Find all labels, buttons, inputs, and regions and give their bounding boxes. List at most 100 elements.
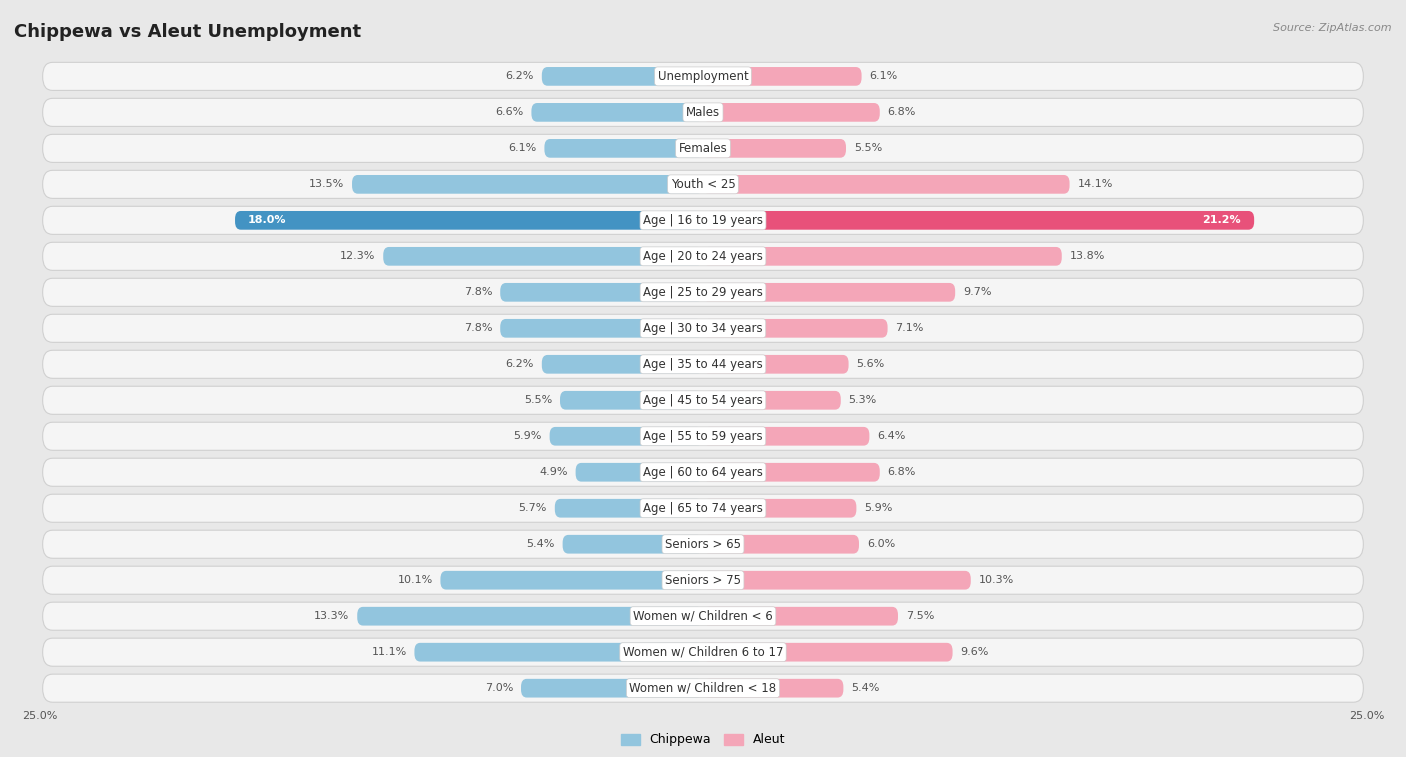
FancyBboxPatch shape bbox=[235, 211, 703, 229]
Text: Age | 16 to 19 years: Age | 16 to 19 years bbox=[643, 213, 763, 227]
Text: Age | 55 to 59 years: Age | 55 to 59 years bbox=[643, 430, 763, 443]
FancyBboxPatch shape bbox=[703, 463, 880, 481]
FancyBboxPatch shape bbox=[384, 247, 703, 266]
Text: Seniors > 65: Seniors > 65 bbox=[665, 537, 741, 551]
Text: Women w/ Children < 6: Women w/ Children < 6 bbox=[633, 609, 773, 623]
FancyBboxPatch shape bbox=[42, 207, 1364, 235]
FancyBboxPatch shape bbox=[703, 355, 849, 374]
Text: 5.9%: 5.9% bbox=[513, 431, 541, 441]
FancyBboxPatch shape bbox=[560, 391, 703, 410]
FancyBboxPatch shape bbox=[703, 427, 869, 446]
FancyBboxPatch shape bbox=[42, 638, 1364, 666]
Text: 6.6%: 6.6% bbox=[495, 107, 523, 117]
Text: 5.9%: 5.9% bbox=[865, 503, 893, 513]
FancyBboxPatch shape bbox=[42, 494, 1364, 522]
Text: Unemployment: Unemployment bbox=[658, 70, 748, 83]
FancyBboxPatch shape bbox=[440, 571, 703, 590]
Legend: Chippewa, Aleut: Chippewa, Aleut bbox=[616, 728, 790, 752]
Text: 5.4%: 5.4% bbox=[526, 539, 555, 550]
FancyBboxPatch shape bbox=[42, 566, 1364, 594]
FancyBboxPatch shape bbox=[42, 422, 1364, 450]
FancyBboxPatch shape bbox=[42, 134, 1364, 163]
Text: Age | 35 to 44 years: Age | 35 to 44 years bbox=[643, 358, 763, 371]
Text: 6.0%: 6.0% bbox=[866, 539, 896, 550]
Text: 6.1%: 6.1% bbox=[509, 143, 537, 154]
Text: Youth < 25: Youth < 25 bbox=[671, 178, 735, 191]
FancyBboxPatch shape bbox=[541, 67, 703, 86]
Text: Women w/ Children < 18: Women w/ Children < 18 bbox=[630, 682, 776, 695]
FancyBboxPatch shape bbox=[42, 674, 1364, 702]
Text: Females: Females bbox=[679, 142, 727, 155]
Text: 14.1%: 14.1% bbox=[1077, 179, 1112, 189]
Text: 13.3%: 13.3% bbox=[314, 611, 350, 621]
Text: Age | 25 to 29 years: Age | 25 to 29 years bbox=[643, 286, 763, 299]
FancyBboxPatch shape bbox=[42, 602, 1364, 631]
FancyBboxPatch shape bbox=[575, 463, 703, 481]
Text: Age | 65 to 74 years: Age | 65 to 74 years bbox=[643, 502, 763, 515]
Text: 10.1%: 10.1% bbox=[398, 575, 433, 585]
FancyBboxPatch shape bbox=[531, 103, 703, 122]
Text: Males: Males bbox=[686, 106, 720, 119]
FancyBboxPatch shape bbox=[42, 458, 1364, 486]
Text: 7.1%: 7.1% bbox=[896, 323, 924, 333]
Text: 5.5%: 5.5% bbox=[853, 143, 882, 154]
FancyBboxPatch shape bbox=[541, 355, 703, 374]
Text: Age | 30 to 34 years: Age | 30 to 34 years bbox=[643, 322, 763, 335]
FancyBboxPatch shape bbox=[42, 350, 1364, 378]
FancyBboxPatch shape bbox=[703, 643, 953, 662]
Text: 7.8%: 7.8% bbox=[464, 288, 492, 298]
Text: 7.0%: 7.0% bbox=[485, 683, 513, 693]
FancyBboxPatch shape bbox=[42, 98, 1364, 126]
FancyBboxPatch shape bbox=[703, 67, 862, 86]
Text: Seniors > 75: Seniors > 75 bbox=[665, 574, 741, 587]
FancyBboxPatch shape bbox=[703, 283, 955, 302]
Text: Source: ZipAtlas.com: Source: ZipAtlas.com bbox=[1274, 23, 1392, 33]
Text: 10.3%: 10.3% bbox=[979, 575, 1014, 585]
FancyBboxPatch shape bbox=[703, 679, 844, 697]
FancyBboxPatch shape bbox=[562, 535, 703, 553]
FancyBboxPatch shape bbox=[703, 571, 970, 590]
FancyBboxPatch shape bbox=[555, 499, 703, 518]
Text: 13.8%: 13.8% bbox=[1070, 251, 1105, 261]
FancyBboxPatch shape bbox=[703, 139, 846, 157]
Text: Chippewa vs Aleut Unemployment: Chippewa vs Aleut Unemployment bbox=[14, 23, 361, 41]
Text: 13.5%: 13.5% bbox=[309, 179, 344, 189]
FancyBboxPatch shape bbox=[357, 607, 703, 625]
Text: 7.5%: 7.5% bbox=[905, 611, 934, 621]
Text: Age | 20 to 24 years: Age | 20 to 24 years bbox=[643, 250, 763, 263]
FancyBboxPatch shape bbox=[544, 139, 703, 157]
Text: 21.2%: 21.2% bbox=[1202, 215, 1241, 226]
Text: 5.6%: 5.6% bbox=[856, 360, 884, 369]
Text: 7.8%: 7.8% bbox=[464, 323, 492, 333]
Text: 6.2%: 6.2% bbox=[506, 360, 534, 369]
Text: 4.9%: 4.9% bbox=[540, 467, 568, 477]
Text: 6.4%: 6.4% bbox=[877, 431, 905, 441]
FancyBboxPatch shape bbox=[703, 175, 1070, 194]
FancyBboxPatch shape bbox=[415, 643, 703, 662]
FancyBboxPatch shape bbox=[703, 103, 880, 122]
Text: 5.7%: 5.7% bbox=[519, 503, 547, 513]
FancyBboxPatch shape bbox=[703, 391, 841, 410]
Text: 6.8%: 6.8% bbox=[887, 467, 915, 477]
FancyBboxPatch shape bbox=[703, 211, 1254, 229]
Text: 11.1%: 11.1% bbox=[371, 647, 406, 657]
FancyBboxPatch shape bbox=[703, 535, 859, 553]
FancyBboxPatch shape bbox=[522, 679, 703, 697]
FancyBboxPatch shape bbox=[42, 170, 1364, 198]
Text: Age | 45 to 54 years: Age | 45 to 54 years bbox=[643, 394, 763, 407]
Text: 6.2%: 6.2% bbox=[506, 71, 534, 82]
Text: 25.0%: 25.0% bbox=[1348, 711, 1384, 721]
Text: Age | 60 to 64 years: Age | 60 to 64 years bbox=[643, 466, 763, 478]
FancyBboxPatch shape bbox=[703, 499, 856, 518]
FancyBboxPatch shape bbox=[703, 319, 887, 338]
FancyBboxPatch shape bbox=[42, 386, 1364, 414]
FancyBboxPatch shape bbox=[501, 283, 703, 302]
Text: 5.5%: 5.5% bbox=[524, 395, 553, 405]
Text: 5.3%: 5.3% bbox=[849, 395, 877, 405]
FancyBboxPatch shape bbox=[42, 279, 1364, 307]
FancyBboxPatch shape bbox=[42, 314, 1364, 342]
Text: 12.3%: 12.3% bbox=[340, 251, 375, 261]
Text: 6.8%: 6.8% bbox=[887, 107, 915, 117]
FancyBboxPatch shape bbox=[42, 530, 1364, 558]
Text: 9.6%: 9.6% bbox=[960, 647, 988, 657]
